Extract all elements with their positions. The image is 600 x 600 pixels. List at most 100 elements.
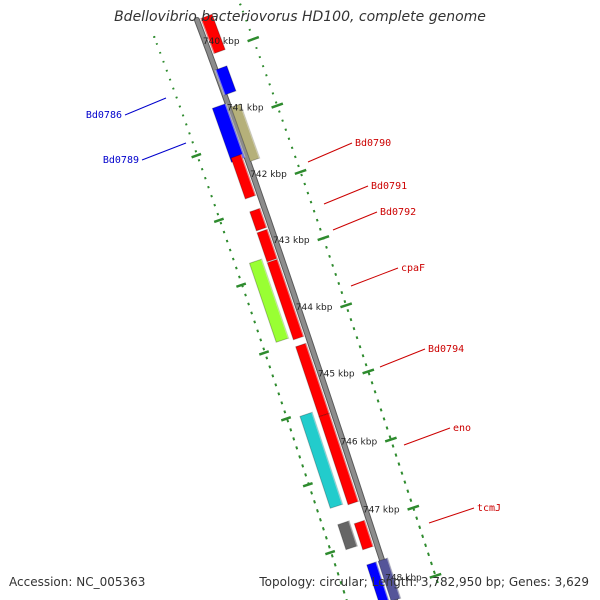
inner-dot bbox=[181, 114, 185, 117]
inner-dot bbox=[318, 518, 322, 522]
inner-dot bbox=[207, 185, 210, 189]
tick-label-2: 742 kbp bbox=[250, 170, 287, 180]
gene-label-bd0790: Bd0790 bbox=[355, 138, 391, 149]
outer-dot bbox=[373, 390, 377, 394]
inner-dot bbox=[185, 123, 188, 126]
outer-dot bbox=[349, 318, 353, 322]
tick-mark-1 bbox=[271, 102, 284, 109]
gene-label-bd0792: Bd0792 bbox=[380, 207, 416, 218]
outer-dot bbox=[281, 119, 284, 122]
inner-dot bbox=[274, 383, 278, 387]
outer-dot bbox=[278, 110, 281, 113]
tick-label-3: 743 kbp bbox=[273, 236, 310, 246]
inner-dot bbox=[197, 158, 201, 162]
tick-mark-2 bbox=[294, 168, 307, 176]
inner-dot bbox=[210, 194, 213, 198]
outer-dot bbox=[287, 137, 291, 141]
gene-label-tcmj: tcmJ bbox=[477, 503, 501, 514]
inner-dot bbox=[165, 69, 169, 72]
inner-dot bbox=[213, 203, 217, 207]
inner-dot bbox=[336, 571, 340, 576]
gene-red-bd0791-highlight bbox=[259, 207, 268, 228]
inner-dot bbox=[250, 311, 253, 315]
gene-red-bd0791 bbox=[249, 207, 268, 232]
gene-red-bd0790-highlight bbox=[240, 153, 257, 196]
outer-dot bbox=[379, 408, 383, 412]
gene-blue-bd0786-highlight bbox=[214, 69, 226, 96]
gene-cyan-eno-highlight bbox=[311, 411, 344, 505]
inner-tick-3 bbox=[258, 350, 270, 356]
map-title: Bdellovibrio bacteriovorus HD100, comple… bbox=[114, 9, 486, 25]
scale-ticks: 740 kbp 741 kbp 742 kbp 743 kbp 744 kbp 745 k… bbox=[191, 35, 442, 584]
inner-dot bbox=[295, 446, 299, 450]
inner-dot bbox=[265, 356, 269, 360]
inner-dot bbox=[301, 464, 305, 468]
leader-line-bd0789 bbox=[141, 142, 187, 161]
tick-label-4: 744 kbp bbox=[296, 303, 333, 313]
inner-dot bbox=[310, 491, 313, 495]
inner-dot bbox=[222, 230, 226, 234]
inner-dot bbox=[256, 329, 260, 333]
inner-dot bbox=[316, 509, 319, 513]
inner-dot bbox=[271, 374, 275, 378]
outer-dot bbox=[290, 146, 294, 150]
inner-dot bbox=[228, 248, 232, 252]
gene-label-bd0786: Bd0786 bbox=[86, 110, 122, 121]
inner-dot bbox=[168, 78, 172, 81]
inner-dot bbox=[158, 51, 162, 54]
inner-dot bbox=[327, 544, 331, 549]
gene-lime-cpaf-body bbox=[248, 258, 290, 343]
outer-dot bbox=[315, 218, 319, 222]
outer-dot bbox=[297, 164, 300, 168]
inner-dot bbox=[304, 473, 308, 477]
tick-label-1: 741 kbp bbox=[227, 104, 264, 114]
gene-red-bd0793-highlight bbox=[276, 258, 305, 337]
gene-cyan-eno-body bbox=[299, 411, 344, 509]
outer-dot bbox=[268, 83, 271, 86]
inner-dot bbox=[342, 589, 346, 594]
outer-dot bbox=[418, 525, 422, 530]
gene-olive-highlight bbox=[239, 103, 261, 159]
outer-dot bbox=[284, 128, 288, 132]
outer-dot bbox=[274, 101, 278, 104]
outer-dot bbox=[328, 254, 331, 258]
tick-mark-6 bbox=[384, 436, 397, 443]
outer-dot bbox=[248, 28, 252, 31]
leader-line-bd0790 bbox=[307, 142, 353, 163]
gene-red-bd0792-highlight bbox=[266, 228, 279, 259]
tick-mark-8 bbox=[429, 572, 442, 579]
outer-dot bbox=[245, 19, 248, 22]
outer-dot bbox=[271, 92, 275, 95]
outer-dot bbox=[382, 417, 386, 421]
outer-dot bbox=[361, 354, 365, 358]
outer-dot bbox=[397, 462, 401, 466]
gene-red-tcmj-adj bbox=[353, 519, 375, 551]
outer-dot bbox=[435, 579, 439, 584]
gene-red-bd0792 bbox=[256, 228, 279, 263]
inner-dot bbox=[247, 302, 250, 306]
gene-slate-bottom-body bbox=[377, 557, 402, 600]
inner-dot bbox=[330, 553, 334, 558]
outer-dot bbox=[293, 155, 297, 159]
outer-dot bbox=[343, 299, 347, 304]
outer-dot bbox=[303, 182, 307, 186]
outer-dot bbox=[261, 64, 265, 68]
inner-dot bbox=[234, 266, 238, 270]
gene-red-bd0793-body bbox=[266, 258, 305, 341]
leader-line-bd0792 bbox=[332, 211, 378, 231]
gene-labels: Bd0786 Bd0789 Bd0790 Bd0791 Bd0792 cpaF Bd0794… bbox=[86, 97, 501, 524]
gene-red-bd0792-body bbox=[256, 228, 279, 263]
inner-dot bbox=[313, 500, 316, 504]
inner-dot bbox=[253, 320, 257, 324]
outer-dot bbox=[346, 309, 350, 313]
outer-dot bbox=[388, 435, 392, 439]
outer-dot bbox=[300, 173, 303, 177]
gene-slate-bottom bbox=[377, 557, 402, 600]
leader-line-tcmj bbox=[428, 507, 475, 524]
outer-dot bbox=[421, 534, 425, 539]
gene-blue-bd0789 bbox=[211, 103, 246, 163]
inner-dot bbox=[162, 60, 165, 63]
inner-dot bbox=[268, 365, 272, 369]
gene-red-bd0794-highlight bbox=[305, 342, 331, 414]
outer-dot bbox=[424, 543, 428, 548]
